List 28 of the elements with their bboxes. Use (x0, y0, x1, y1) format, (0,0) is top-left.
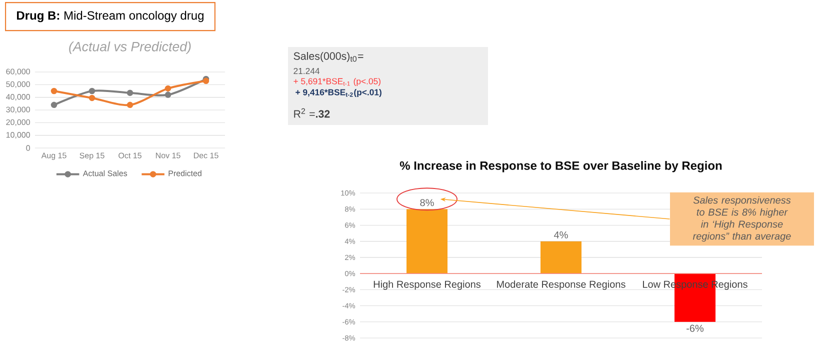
data-label: 4% (554, 231, 568, 238)
y-tick-label: 20,000 (6, 119, 30, 126)
x-tick-label: Oct 15 (118, 152, 142, 158)
y-tick-label: 50,000 (6, 81, 30, 88)
y-tick-label: 40,000 (6, 94, 30, 101)
annotation: Sales responsiveness to BSE is 8% higher in ‘High Response regions” than average (692, 196, 791, 242)
text: 21.244 (294, 68, 320, 74)
y-tick-label: 60,000 (6, 68, 30, 76)
text: + 5,691*BSE$_{t-1}$ (p<.05) (294, 78, 380, 86)
y-tick-label: 0 (26, 145, 30, 151)
x-tick-label: Nov 15 (156, 152, 180, 158)
legend-label: Predicted (168, 170, 202, 176)
x-tick-label: Aug 15 (41, 152, 66, 160)
data-label: -6% (686, 324, 704, 332)
x-tick-label: Sep 15 (80, 152, 104, 160)
text: R$^{2}$ =.32 (294, 108, 330, 118)
chart-title: % Increase in Response to BSE over Baseline by Region (400, 161, 722, 172)
chart-title: (Actual vs Predicted) (69, 42, 191, 54)
y-tick-label: 30,000 (6, 106, 30, 114)
text: + 9,416*BSE$_{t-2}$(p<.01) (296, 88, 382, 98)
x-tick-label: High Response Regions (374, 280, 481, 290)
x-tick-label: Moderate Response Regions (497, 280, 626, 290)
y-tick-label: 10,000 (6, 132, 30, 139)
data-label: 8% (420, 199, 434, 206)
legend-label: Actual Sales (82, 170, 128, 176)
x-tick-label: Dec 15 (194, 152, 218, 158)
text: Drug B: Mid-Stream oncology drug (17, 10, 204, 22)
text: Sales(000s)$_{t0}$= (294, 52, 364, 62)
